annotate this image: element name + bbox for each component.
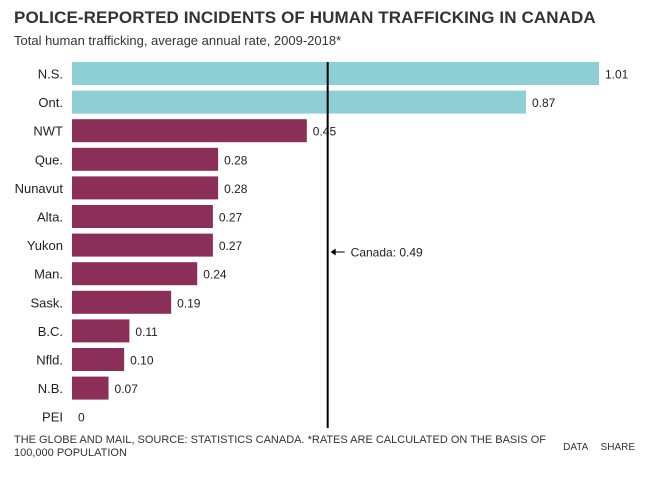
category-label-nwt: NWT (33, 124, 63, 139)
chart-subtitle: Total human trafficking, average annual … (14, 33, 342, 48)
value-label-man: 0.24 (203, 268, 227, 282)
value-label-nfld: 0.10 (130, 354, 154, 368)
value-label-n-s: 1.01 (605, 68, 629, 82)
bar-chart: N.S. 1.01 Ont. 0.87 NWT 0.45 Que. 0.28 Nunavut 0.… (15, 62, 629, 428)
bar-n-s (72, 62, 599, 85)
reference-arrow-icon (330, 248, 336, 256)
bar-n-b (72, 376, 109, 400)
category-label-b-c: B.C. (38, 324, 63, 339)
category-label-n-b: N.B. (38, 381, 63, 396)
bar-nunavut (72, 176, 219, 200)
bar-man (72, 262, 198, 286)
bar-alta (72, 205, 213, 228)
category-label-n-s: N.S. (38, 67, 63, 82)
value-label-pei: 0 (78, 411, 85, 425)
bar-ont (72, 90, 526, 114)
category-label-nfld: Nfld. (36, 353, 63, 368)
value-label-yukon: 0.27 (219, 239, 243, 253)
bar-nfld (72, 348, 125, 371)
footer-links: DATA SHARE (553, 442, 635, 453)
bar-nwt (72, 119, 307, 143)
value-label-que: 0.28 (224, 153, 248, 167)
category-label-man: Man. (34, 267, 63, 282)
value-label-b-c: 0.11 (135, 325, 158, 339)
bar-sask (72, 290, 172, 314)
value-label-n-b: 0.07 (115, 382, 139, 396)
category-label-sask: Sask. (30, 295, 63, 310)
bar-b-c (72, 319, 130, 343)
category-label-ont: Ont. (38, 95, 63, 110)
category-label-yukon: Yukon (27, 238, 63, 253)
reference-line-label: Canada: 0.49 (351, 246, 423, 260)
value-label-nwt: 0.45 (313, 125, 337, 139)
category-label-alta: Alta. (37, 210, 63, 225)
chart-title: POLICE-REPORTED INCIDENTS OF HUMAN TRAFF… (14, 8, 596, 27)
category-label-pei: PEI (42, 410, 63, 425)
value-label-sask: 0.19 (177, 296, 201, 310)
share-link[interactable]: SHARE (600, 442, 635, 453)
value-label-ont: 0.87 (532, 96, 556, 110)
data-link[interactable]: DATA (563, 442, 588, 453)
category-label-nunavut: Nunavut (15, 181, 64, 196)
value-label-nunavut: 0.28 (224, 182, 248, 196)
source-note: THE GLOBE AND MAIL, SOURCE: STATISTICS C… (14, 434, 546, 459)
bar-yukon (72, 233, 213, 257)
bar-que (72, 147, 219, 171)
value-label-alta: 0.27 (219, 211, 243, 225)
category-label-que: Que. (35, 152, 63, 167)
